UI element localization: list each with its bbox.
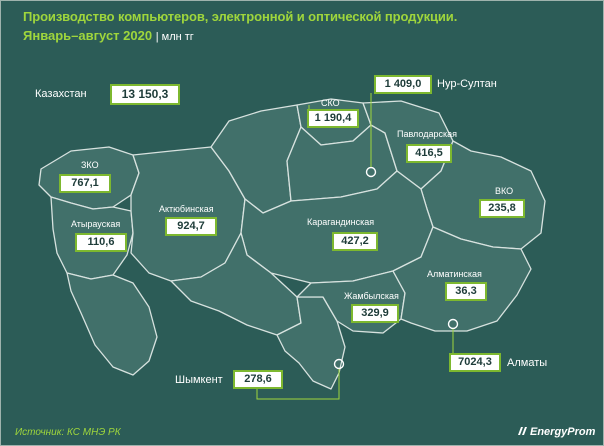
country-name: Казахстан <box>35 88 87 100</box>
infographic-title: Производство компьютеров, электронной и … <box>23 9 458 24</box>
region-label-sko: СКО <box>321 98 340 108</box>
region-value-karaganda: 427,2 <box>332 232 378 251</box>
region-almaty <box>392 226 532 332</box>
source-note: Источник: КС МНЭ РК <box>15 427 121 438</box>
region-value-atyrau: 110,6 <box>75 233 127 252</box>
region-value-aktobe: 924,7 <box>165 217 217 236</box>
infographic-subtitle: Январь–август 2020 | млн тг <box>23 28 194 43</box>
region-label-aktobe: Актюбинская <box>159 204 214 214</box>
region-value-zko: 767,1 <box>59 174 111 193</box>
region-value-pavlodar: 416,5 <box>406 144 452 163</box>
brand-name: EnergyProm <box>530 426 596 438</box>
brand-mark-icon <box>518 427 527 435</box>
region-label-karaganda: Карагандинская <box>307 217 375 227</box>
leader-line-shymkent <box>256 369 340 400</box>
region-value-sko: 1 190,4 <box>307 109 359 128</box>
region-mangystau <box>66 272 158 376</box>
region-label-zko: ЗКО <box>81 160 99 170</box>
city-value-nur-sultan: 1 409,0 <box>374 75 432 94</box>
city-marker-shymkent <box>333 358 345 370</box>
city-marker-almaty <box>447 318 459 330</box>
region-label-almaty: Алматинская <box>427 269 482 279</box>
region-label-zhambyl: Жамбылская <box>344 291 399 301</box>
city-label-nur-sultan: Нур-Султан <box>437 78 497 90</box>
city-value-almaty: 7024,3 <box>449 353 501 372</box>
unit-label: | млн тг <box>155 31 194 43</box>
region-value-almaty: 36,3 <box>445 282 487 301</box>
country-value: 13 150,3 <box>110 84 180 105</box>
region-value-zhambyl: 329,9 <box>351 304 399 323</box>
region-label-vko: ВКО <box>495 186 514 196</box>
city-value-shymkent: 278,6 <box>233 370 283 389</box>
city-label-shymkent: Шымкент <box>175 374 223 386</box>
region-label-pavlodar: Павлодарская <box>397 129 457 139</box>
region-label-atyrau: Атырауская <box>71 219 121 229</box>
city-marker-nur-sultan <box>365 166 377 178</box>
city-label-almaty: Алматы <box>507 357 548 369</box>
region-value-vko: 235,8 <box>479 199 525 218</box>
period-label: Январь–август 2020 <box>23 28 153 43</box>
brand-logo: EnergyProm <box>517 426 595 438</box>
